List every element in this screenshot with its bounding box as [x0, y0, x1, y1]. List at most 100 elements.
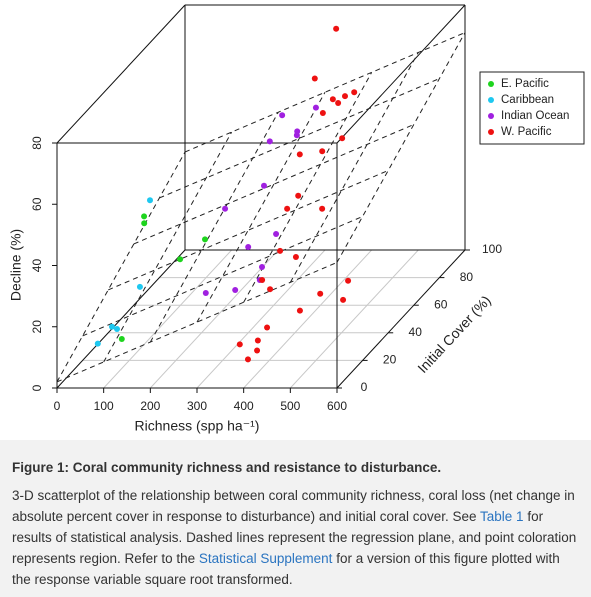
- x-tick-label: 300: [187, 399, 207, 413]
- z-tick-label: 20: [30, 320, 44, 334]
- data-point: [264, 324, 271, 331]
- chart: Richness (spp ha⁻¹) Decline (%) Initial …: [8, 4, 585, 434]
- legend-label: E. Pacific: [501, 78, 549, 90]
- x-tick-label: 100: [94, 399, 114, 413]
- z-tick-label: 0: [30, 384, 44, 391]
- data-point: [296, 151, 303, 158]
- caption-part: 3-D scatterplot of the relationship betw…: [12, 488, 575, 524]
- regression-plane-line: [196, 92, 326, 323]
- table-link[interactable]: Table 1: [480, 509, 524, 524]
- x-axis-title: Richness (spp ha⁻¹): [135, 418, 260, 434]
- x-tick-label: 600: [327, 399, 347, 413]
- box-edge: [56, 4, 186, 144]
- regression-plane-line: [103, 131, 233, 363]
- data-point: [202, 236, 208, 243]
- regression-plane-line: [336, 32, 466, 263]
- floor-grid-line: [243, 249, 373, 389]
- floor-grid-line: [289, 249, 419, 389]
- z-tick-label: 80: [30, 136, 44, 150]
- data-point: [292, 254, 299, 261]
- data-point: [118, 335, 125, 342]
- data-point: [141, 213, 148, 220]
- regression-plane-line: [133, 124, 414, 245]
- data-point: [254, 337, 261, 344]
- data-point: [319, 148, 326, 155]
- data-point: [94, 340, 101, 347]
- data-point: [333, 25, 340, 32]
- caption-text: 3-D scatterplot of the relationship betw…: [12, 485, 579, 590]
- y-axis-title: Initial Cover (%): [414, 292, 494, 376]
- data-point: [202, 290, 209, 297]
- box-edge: [336, 4, 466, 144]
- data-point: [245, 244, 252, 251]
- z-tick-label: 40: [30, 259, 44, 273]
- data-point: [340, 296, 347, 303]
- floor-grid-line: [196, 249, 326, 389]
- x-tick-label: 200: [140, 399, 160, 413]
- y-tick-label: 40: [409, 325, 423, 339]
- floor-grid-line: [149, 249, 279, 389]
- caption-title: Figure 1: Coral community richness and r…: [12, 460, 442, 475]
- supplement-link[interactable]: Statistical Supplement: [198, 551, 333, 566]
- data-point: [177, 256, 184, 263]
- x-tick-label: 0: [54, 399, 61, 413]
- data-point: [109, 323, 115, 330]
- data-point: [254, 347, 261, 354]
- data-point: [244, 356, 251, 363]
- data-point: [236, 341, 243, 348]
- data-point: [339, 135, 346, 142]
- data-point: [345, 277, 352, 284]
- regression-plane-line: [243, 72, 373, 303]
- regression-plane-line: [289, 52, 419, 283]
- data-point: [311, 75, 318, 82]
- regression-plane-line: [149, 111, 279, 343]
- legend-label: Caribbean: [501, 94, 554, 106]
- data-point: [342, 93, 348, 100]
- data-point: [329, 96, 336, 103]
- data-point: [319, 205, 326, 212]
- legend-marker: [488, 97, 494, 103]
- regression-plane-line: [159, 78, 440, 199]
- caption-part: for a version of this figure plotted wit…: [12, 551, 560, 587]
- x-tick-label: 500: [280, 399, 300, 413]
- regression-plane-line: [82, 216, 363, 337]
- legend-marker: [488, 113, 494, 119]
- data-point: [147, 197, 153, 204]
- data-point: [317, 290, 324, 297]
- data-point: [114, 326, 120, 332]
- data-point: [232, 286, 239, 293]
- floor-grid-line: [103, 249, 233, 389]
- caption-part: for results of statistical analysis. Das…: [12, 509, 577, 566]
- regression-plane-line: [184, 32, 466, 153]
- legend-box: [479, 71, 585, 145]
- data-point: [293, 132, 300, 139]
- data-point: [222, 205, 229, 212]
- data-point: [259, 263, 265, 270]
- caption: Figure 1: Coral community richness and r…: [0, 440, 591, 597]
- data-point: [141, 220, 148, 227]
- y-tick-label: 100: [482, 242, 502, 256]
- regression-plane-line: [108, 170, 389, 291]
- box-edge: [336, 249, 466, 389]
- y-tick-label: 80: [460, 270, 474, 284]
- data-point: [295, 192, 302, 199]
- y-tick-label: 60: [434, 297, 448, 311]
- data-point: [267, 286, 274, 293]
- data-point: [284, 205, 291, 212]
- data-point: [273, 231, 280, 238]
- data-point: [319, 110, 326, 116]
- z-tick-label: 60: [30, 197, 44, 211]
- legend-marker: [488, 129, 494, 135]
- data-point: [335, 100, 342, 107]
- box-edge: [56, 249, 186, 389]
- data-point: [266, 138, 273, 145]
- data-point: [296, 307, 303, 314]
- data-point: [351, 89, 358, 96]
- regression-plane-line: [56, 261, 338, 383]
- data-point: [312, 104, 319, 111]
- data-point: [261, 182, 267, 189]
- data-point: [136, 283, 143, 290]
- data-point: [259, 277, 266, 283]
- y-tick-label: 20: [383, 353, 397, 367]
